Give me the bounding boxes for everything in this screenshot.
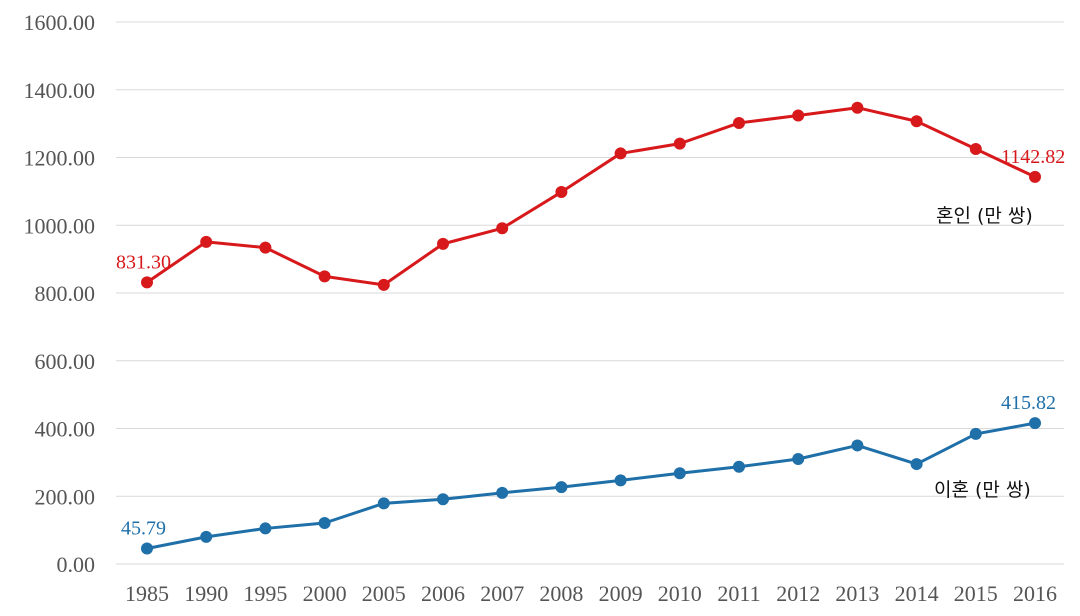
data-point [733, 116, 745, 129]
data-point [377, 497, 390, 510]
y-tick-label: 0.00 [57, 552, 96, 577]
x-axis-ticks: 1985 1990 1995 2000 2005 2006 2007 2008 2009 2010… [125, 581, 1057, 606]
data-point [555, 481, 568, 494]
data-point [1029, 417, 1041, 430]
data-point [377, 278, 390, 291]
y-tick-label: 1600.00 [24, 10, 96, 35]
data-point [851, 439, 864, 452]
y-tick-label: 600.00 [35, 349, 96, 374]
series-group [141, 101, 1041, 555]
y-tick-label: 800.00 [35, 281, 96, 306]
x-tick-label: 2008 [539, 581, 583, 606]
x-tick-label: 1995 [243, 581, 287, 606]
x-tick-label: 2009 [599, 581, 643, 606]
data-point [141, 542, 153, 555]
data-point [496, 222, 509, 235]
x-tick-label: 2007 [480, 581, 524, 606]
data-point [614, 147, 627, 160]
data-point [733, 460, 745, 473]
data-point [792, 109, 805, 122]
data-point [851, 101, 864, 114]
data-point [673, 137, 686, 150]
data-point [200, 235, 213, 248]
data-point [792, 452, 805, 465]
data-label-first: 831.30 [116, 251, 171, 273]
data-point [910, 115, 923, 128]
series-name-label: 혼인 (만 쌍) [936, 205, 1033, 227]
x-tick-label: 1985 [125, 581, 169, 606]
y-tick-label: 1400.00 [24, 78, 96, 103]
data-label-first: 45.79 [121, 517, 166, 539]
x-tick-label: 2005 [362, 581, 406, 606]
x-tick-label: 2010 [658, 581, 702, 606]
x-tick-label: 2012 [776, 581, 820, 606]
data-point [555, 186, 568, 199]
data-point [318, 517, 331, 530]
data-point [496, 486, 509, 499]
x-tick-label: 2013 [835, 581, 879, 606]
data-point [910, 458, 923, 471]
data-point [437, 237, 449, 250]
x-tick-label: 2016 [1013, 581, 1057, 606]
y-axis-ticks: 0.00 200.00 400.00 600.00 800.00 1000.00 1200.… [24, 10, 96, 577]
gridlines [116, 21, 1064, 565]
data-label-last: 415.82 [1001, 392, 1056, 414]
y-tick-label: 200.00 [35, 484, 96, 509]
x-tick-label: 2006 [421, 581, 465, 606]
y-tick-label: 400.00 [35, 417, 96, 442]
x-tick-label: 2011 [717, 581, 760, 606]
data-point [969, 427, 982, 440]
data-point [1029, 170, 1041, 183]
data-point [200, 530, 213, 543]
x-tick-label: 1990 [184, 581, 228, 606]
y-tick-label: 1000.00 [24, 213, 96, 238]
data-labels: 831.30 1142.82 45.79 415.82 혼인 (만 쌍) 이혼 (만 쌍) [116, 146, 1065, 540]
x-tick-label: 2000 [303, 581, 347, 606]
series-name-label: 이혼 (만 쌍) [934, 479, 1031, 501]
x-tick-label: 2015 [954, 581, 998, 606]
data-point [673, 467, 686, 480]
series-line-1 [146, 421, 1036, 550]
x-tick-label: 2014 [895, 581, 939, 606]
data-point [437, 493, 449, 506]
data-point [259, 241, 272, 254]
data-point [318, 270, 331, 283]
series-line-0 [146, 106, 1036, 287]
data-label-last: 1142.82 [1001, 146, 1065, 168]
data-point [141, 276, 153, 289]
data-point [614, 474, 627, 487]
y-tick-label: 1200.00 [24, 146, 96, 171]
data-point [259, 522, 272, 535]
data-point [969, 143, 982, 156]
